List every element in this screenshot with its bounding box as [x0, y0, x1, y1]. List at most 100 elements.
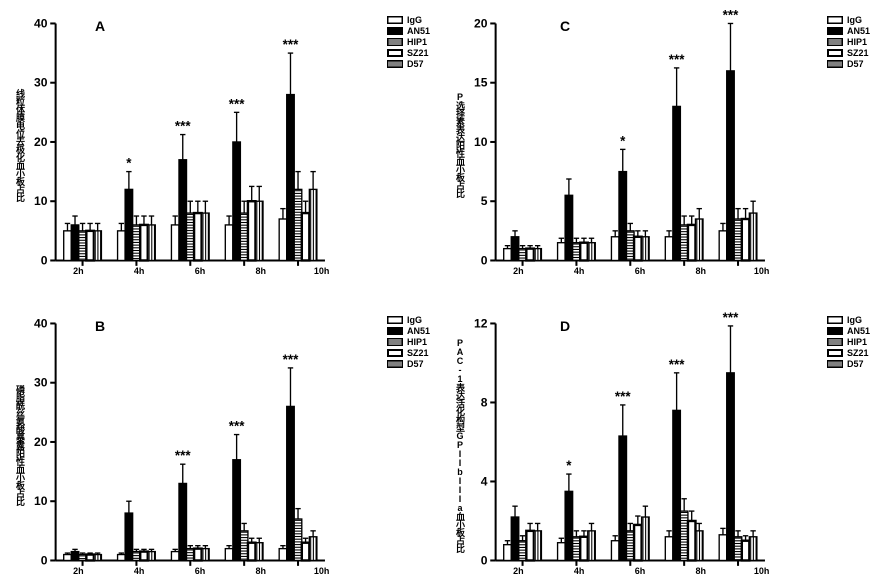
svg-text:***: ***: [615, 389, 631, 404]
x-tick-label: 4h: [574, 566, 585, 576]
legend-label: HIP1: [407, 37, 427, 47]
svg-text:40: 40: [34, 17, 48, 31]
x-tick-label: 2h: [73, 566, 84, 576]
x-tick-label: 8h: [696, 566, 707, 576]
x-tick-label: 8h: [696, 266, 707, 276]
legend-item: IgG: [827, 15, 870, 25]
legend-label: AN51: [847, 326, 870, 336]
panel-D: PAC-1表达活化构型GPIIbIIIa血小板占比04812**********…: [450, 310, 870, 580]
svg-text:***: ***: [283, 352, 299, 367]
svg-text:30: 30: [34, 376, 48, 390]
svg-text:20: 20: [34, 135, 48, 149]
x-axis: 2h 4h 6h 8h 10h: [488, 266, 870, 280]
svg-text:0: 0: [41, 254, 48, 266]
y-axis-label: 磷脂酰丝氨酸暴露阳性血小板占比: [10, 310, 26, 580]
legend-label: D57: [847, 59, 864, 69]
x-tick-label: 6h: [195, 266, 206, 276]
svg-text:10: 10: [474, 135, 488, 149]
svg-text:0: 0: [41, 553, 48, 565]
legend-item: SZ21: [387, 48, 430, 58]
y-axis-label: P选择素表达阳性血小板占比: [450, 10, 466, 280]
legend-item: D57: [827, 359, 870, 369]
svg-text:12: 12: [474, 316, 488, 330]
svg-text:***: ***: [723, 310, 739, 325]
legend-label: AN51: [407, 326, 430, 336]
legend-item: AN51: [387, 26, 430, 36]
svg-text:8: 8: [481, 395, 488, 409]
panel-A: 线粒体膜电位去极化血小板占比010203040**********2h4h6h8…: [10, 10, 430, 280]
legend-item: IgG: [387, 15, 430, 25]
legend-label: D57: [847, 359, 864, 369]
chart-grid: 线粒体膜电位去极化血小板占比010203040**********2h4h6h8…: [10, 10, 870, 534]
panel-label: A: [95, 18, 105, 34]
svg-text:***: ***: [723, 10, 739, 22]
x-tick-label: 10h: [754, 566, 770, 576]
legend-label: SZ21: [407, 48, 429, 58]
x-tick-label: 6h: [195, 566, 206, 576]
panel-label: B: [95, 318, 105, 334]
svg-text:4: 4: [481, 474, 488, 488]
svg-text:20: 20: [34, 435, 48, 449]
svg-text:*: *: [566, 458, 572, 473]
legend-item: HIP1: [827, 337, 870, 347]
svg-text:***: ***: [175, 448, 191, 463]
legend-item: IgG: [387, 315, 430, 325]
svg-text:***: ***: [669, 52, 685, 67]
legend: IgGAN51HIP1SZ21D57: [827, 15, 870, 70]
legend-label: IgG: [847, 15, 862, 25]
x-tick-label: 10h: [314, 566, 330, 576]
legend-label: HIP1: [847, 337, 867, 347]
legend-item: AN51: [387, 326, 430, 336]
legend-item: HIP1: [827, 37, 870, 47]
panel-C: P选择素表达阳性血小板占比05101520*******2h4h6h8h10hC…: [450, 10, 870, 280]
x-tick-label: 2h: [73, 266, 84, 276]
x-axis: 2h4h6h8h10h: [48, 266, 430, 280]
legend-label: AN51: [407, 26, 430, 36]
legend-item: D57: [387, 359, 430, 369]
x-tick-label: 10h: [754, 266, 770, 276]
legend-item: HIP1: [387, 337, 430, 347]
x-tick-label: 10h: [314, 266, 330, 276]
legend-label: D57: [407, 359, 424, 369]
svg-text:10: 10: [34, 494, 48, 508]
x-tick-label: 6h: [635, 266, 646, 276]
x-tick-label: 6h: [635, 566, 646, 576]
x-axis: 2h 4h 6h 8h 10h: [48, 566, 430, 580]
legend-label: IgG: [407, 15, 422, 25]
legend-label: IgG: [407, 315, 422, 325]
svg-text:***: ***: [283, 37, 299, 52]
legend: IgGAN51HIP1SZ21D57: [387, 315, 430, 370]
legend: IgGAN51HIP1SZ21D57: [387, 15, 430, 70]
svg-text:***: ***: [229, 418, 245, 433]
legend-item: SZ21: [827, 48, 870, 58]
svg-text:20: 20: [474, 17, 488, 31]
legend-item: SZ21: [387, 348, 430, 358]
legend-label: SZ21: [847, 348, 869, 358]
svg-text:30: 30: [34, 76, 48, 90]
x-tick-label: 4h: [574, 266, 585, 276]
legend-item: D57: [387, 59, 430, 69]
legend-label: AN51: [847, 26, 870, 36]
legend-item: SZ21: [827, 348, 870, 358]
legend-label: HIP1: [847, 37, 867, 47]
x-axis: 2h4h6h8h10h: [488, 566, 870, 580]
svg-text:***: ***: [669, 357, 685, 372]
x-tick-label: 2h: [513, 266, 524, 276]
x-tick-label: 8h: [256, 266, 267, 276]
panel-label: C: [560, 18, 570, 34]
svg-text:*: *: [620, 133, 626, 148]
legend-item: D57: [827, 59, 870, 69]
legend-item: IgG: [827, 315, 870, 325]
legend-item: AN51: [827, 26, 870, 36]
svg-text:15: 15: [474, 76, 488, 90]
x-tick-label: 4h: [134, 566, 145, 576]
svg-text:***: ***: [175, 119, 191, 134]
svg-text:10: 10: [34, 194, 48, 208]
svg-text:0: 0: [481, 553, 488, 565]
x-tick-label: 8h: [256, 566, 267, 576]
y-axis-label: PAC-1表达活化构型GPIIbIIIa血小板占比: [450, 310, 466, 580]
panel-label: D: [560, 318, 570, 334]
svg-text:0: 0: [481, 254, 488, 266]
svg-text:*: *: [126, 156, 132, 171]
svg-text:5: 5: [481, 194, 488, 208]
